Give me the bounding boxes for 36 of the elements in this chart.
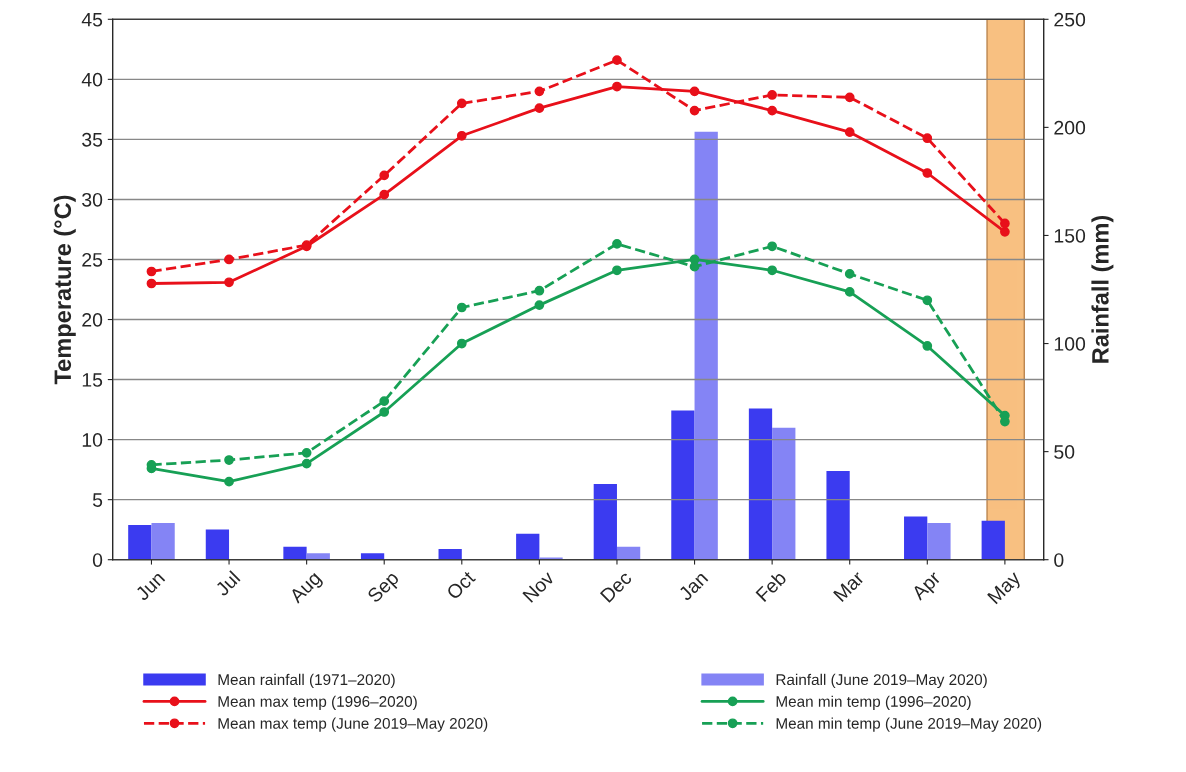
y-tick-label: 35 bbox=[82, 132, 103, 147]
y2-tick-label: 0 bbox=[1054, 553, 1064, 567]
legend-label: Mean min temp (June 2019–May 2020) bbox=[776, 717, 1042, 732]
y-tick-label: 10 bbox=[82, 433, 103, 447]
x-tick-label: Dec bbox=[599, 570, 633, 603]
x-tick-label: Sep bbox=[366, 570, 403, 607]
y-tick-label: 30 bbox=[82, 192, 103, 207]
legend-label: Rainfall (June 2019–May 2020) bbox=[776, 673, 987, 689]
x-tick-label: Jun bbox=[134, 570, 166, 602]
legend-label: Mean min temp (1996–2020) bbox=[776, 695, 971, 710]
y2-tick-label: 150 bbox=[1054, 228, 1086, 243]
y-tick-label: 40 bbox=[81, 72, 103, 87]
x-tick-label: May bbox=[987, 569, 1025, 608]
legend-label: Mean max temp (June 2019–May 2020) bbox=[218, 717, 488, 732]
y2-tick-label: 200 bbox=[1054, 120, 1086, 135]
y2-tick-label: 100 bbox=[1054, 337, 1086, 351]
x-tick-label: Oct bbox=[445, 569, 477, 601]
x-tick-label: Jan bbox=[677, 570, 709, 602]
y-tick-label: 45 bbox=[81, 12, 103, 27]
x-tick-label: Jul bbox=[214, 570, 241, 597]
y-axis-title: Temperature (°C) bbox=[53, 195, 76, 385]
y-tick-label: 15 bbox=[82, 373, 103, 387]
legend-label: Mean rainfall (1971–2020) bbox=[218, 673, 395, 689]
x-tick-label: Mar bbox=[833, 570, 866, 603]
y2-axis-title: Rainfall (mm) bbox=[1091, 215, 1114, 363]
x-tick-label: Feb bbox=[755, 570, 788, 603]
x-tick-label: Apr bbox=[910, 570, 945, 604]
y-tick-label: 0 bbox=[92, 553, 103, 567]
legend-label: Mean max temp (1996–2020) bbox=[218, 695, 417, 710]
x-tick-label: Nov bbox=[522, 569, 556, 603]
y-tick-label: 20 bbox=[82, 312, 103, 327]
x-tick-label: Aug bbox=[288, 570, 325, 607]
y2-tick-label: 50 bbox=[1054, 445, 1075, 459]
y-tick-label: 5 bbox=[92, 493, 103, 507]
y-tick-label: 25 bbox=[82, 252, 103, 267]
y2-tick-label: 250 bbox=[1054, 12, 1086, 27]
